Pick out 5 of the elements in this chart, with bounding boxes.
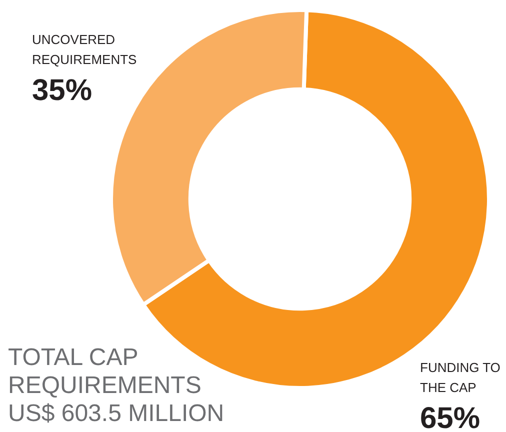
slice-label: UNCOVERED REQUIREMENTS: [32, 32, 138, 67]
data-label: 65%: [420, 402, 480, 432]
text: TOTAL CAP REQUIREMENTS US$ 603.5 MILLION: [8, 344, 226, 428]
slice-label: FUNDING TO THE CAP: [420, 360, 500, 395]
data-label: 35%: [32, 74, 92, 107]
